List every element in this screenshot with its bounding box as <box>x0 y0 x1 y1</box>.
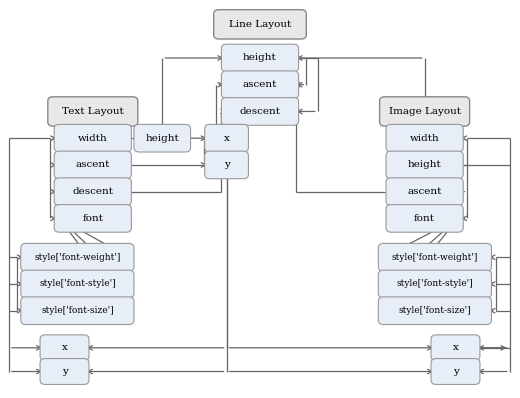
Text: x: x <box>61 343 68 352</box>
FancyBboxPatch shape <box>40 335 89 361</box>
FancyBboxPatch shape <box>222 71 298 99</box>
FancyBboxPatch shape <box>431 335 480 361</box>
Text: Text Layout: Text Layout <box>62 107 124 116</box>
Text: style['font-weight']: style['font-weight'] <box>34 253 121 262</box>
Text: width: width <box>410 134 439 143</box>
Text: y: y <box>224 160 229 170</box>
FancyBboxPatch shape <box>21 270 134 298</box>
FancyBboxPatch shape <box>380 97 470 126</box>
Text: x: x <box>224 134 229 143</box>
Text: height: height <box>146 134 179 143</box>
FancyBboxPatch shape <box>222 44 298 72</box>
Text: font: font <box>414 214 435 223</box>
FancyBboxPatch shape <box>222 98 298 125</box>
FancyBboxPatch shape <box>134 125 190 152</box>
FancyBboxPatch shape <box>54 205 132 232</box>
FancyBboxPatch shape <box>48 97 138 126</box>
FancyBboxPatch shape <box>54 125 132 152</box>
FancyBboxPatch shape <box>379 244 491 271</box>
Text: Line Layout: Line Layout <box>229 20 291 29</box>
FancyBboxPatch shape <box>431 359 480 384</box>
Text: height: height <box>408 160 441 170</box>
Text: Image Layout: Image Layout <box>388 107 461 116</box>
FancyBboxPatch shape <box>386 178 463 205</box>
FancyBboxPatch shape <box>214 10 306 39</box>
FancyBboxPatch shape <box>205 125 249 152</box>
Text: y: y <box>61 367 68 376</box>
Text: width: width <box>78 134 108 143</box>
FancyBboxPatch shape <box>386 125 463 152</box>
Text: style['font-size']: style['font-size'] <box>399 306 471 315</box>
FancyBboxPatch shape <box>386 151 463 179</box>
Text: x: x <box>452 343 459 352</box>
Text: ascent: ascent <box>75 160 110 170</box>
FancyBboxPatch shape <box>21 297 134 324</box>
Text: font: font <box>82 214 103 223</box>
Text: y: y <box>452 367 459 376</box>
Text: descent: descent <box>72 187 113 196</box>
Text: style['font-style']: style['font-style'] <box>397 279 473 289</box>
Text: ascent: ascent <box>243 80 277 89</box>
Text: style['font-style']: style['font-style'] <box>39 279 115 289</box>
FancyBboxPatch shape <box>386 205 463 232</box>
FancyBboxPatch shape <box>379 270 491 298</box>
FancyBboxPatch shape <box>379 297 491 324</box>
Text: descent: descent <box>240 107 280 116</box>
FancyBboxPatch shape <box>54 151 132 179</box>
FancyBboxPatch shape <box>54 178 132 205</box>
Text: style['font-weight']: style['font-weight'] <box>392 253 478 262</box>
FancyBboxPatch shape <box>205 151 249 179</box>
Text: height: height <box>243 53 277 62</box>
Text: style['font-size']: style['font-size'] <box>41 306 114 315</box>
Text: ascent: ascent <box>408 187 442 196</box>
FancyBboxPatch shape <box>40 359 89 384</box>
FancyBboxPatch shape <box>21 244 134 271</box>
